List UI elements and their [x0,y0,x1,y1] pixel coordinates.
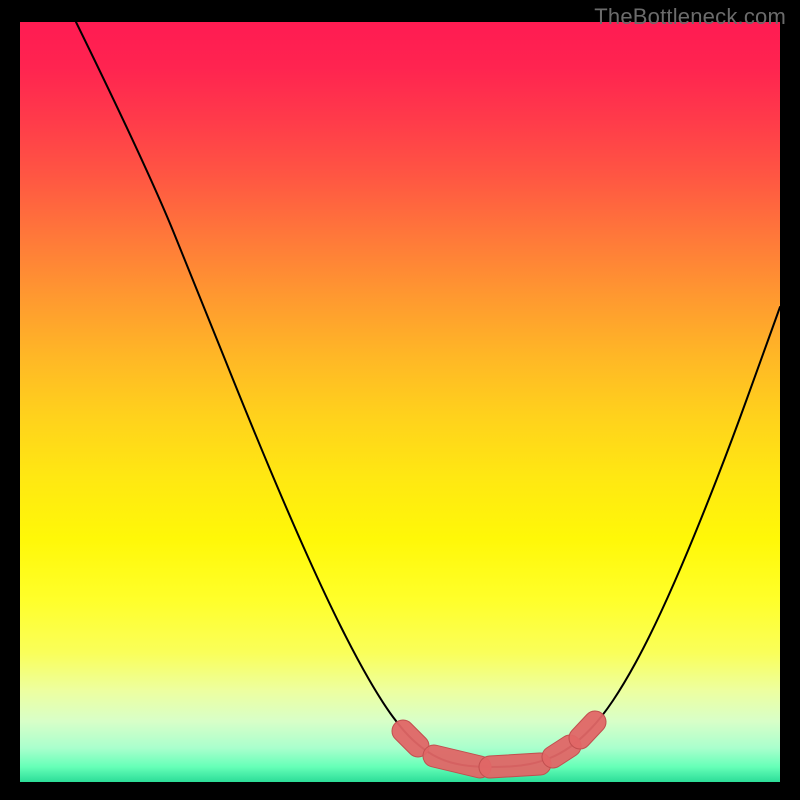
marker-capsule-2 [479,753,551,778]
chart-frame: TheBottleneck.com [0,0,800,800]
gradient-background [20,22,780,782]
bottleneck-curve-plot [20,22,780,782]
watermark-text: TheBottleneck.com [594,4,786,30]
plot-svg [20,22,780,782]
